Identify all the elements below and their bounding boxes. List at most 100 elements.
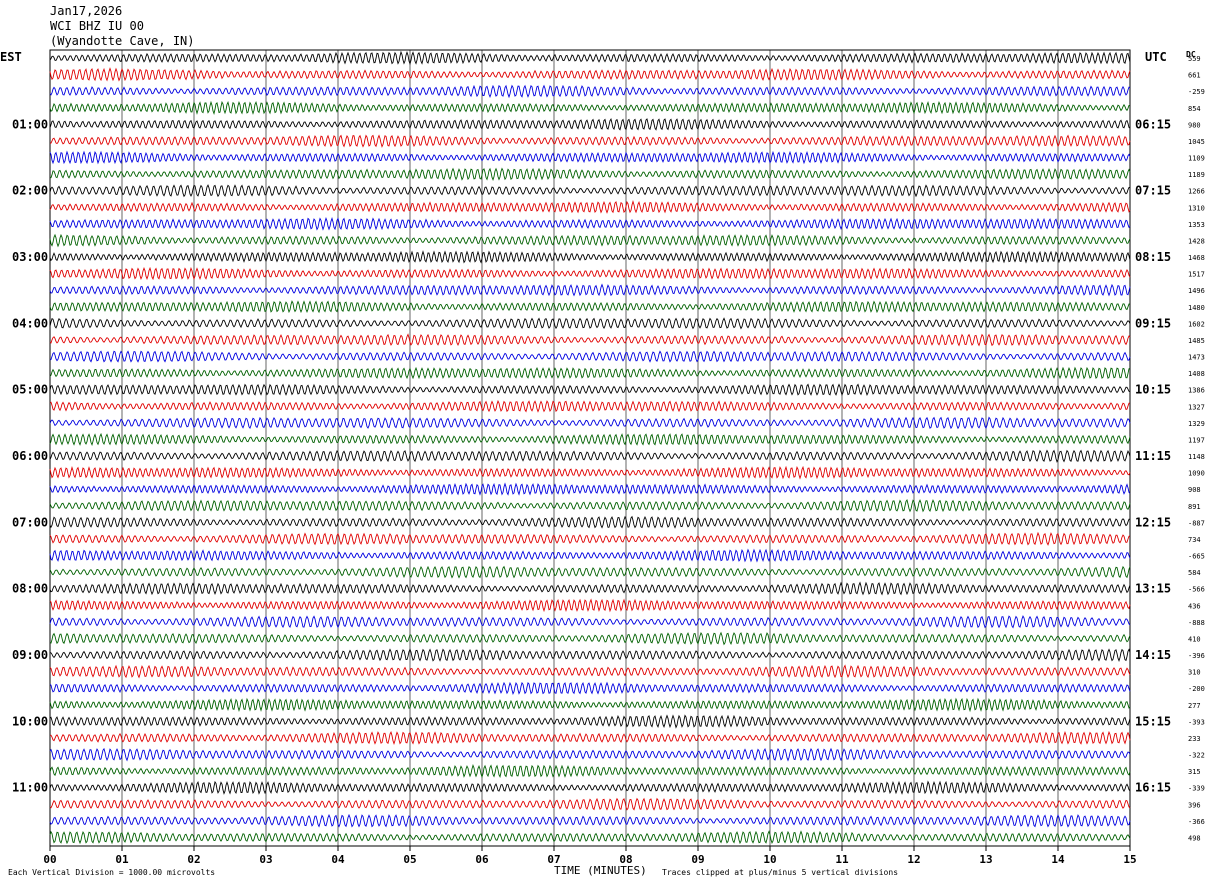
x-tick-label: 04 bbox=[331, 853, 345, 866]
dc-offset-value: 315 bbox=[1188, 768, 1201, 776]
left-time-label: 07:00 bbox=[12, 515, 48, 529]
header-date: Jan17,2026 bbox=[50, 4, 123, 18]
dc-offset-value: 1517 bbox=[1188, 271, 1205, 279]
dc-offset-value: 1090 bbox=[1188, 470, 1205, 478]
seismic-trace bbox=[49, 67, 1131, 82]
x-tick-label: 07 bbox=[547, 853, 560, 866]
x-tick-label: 03 bbox=[259, 853, 272, 866]
dc-offset-value: 1353 bbox=[1188, 221, 1205, 229]
x-tick-label: 12 bbox=[907, 853, 920, 866]
dc-offset-value: 1310 bbox=[1188, 204, 1205, 212]
dc-offset-header: DC bbox=[1186, 50, 1196, 59]
dc-offset-value: -393 bbox=[1188, 718, 1205, 726]
x-tick-label: 11 bbox=[835, 853, 849, 866]
right-timezone-label: UTC bbox=[1145, 50, 1167, 64]
dc-offset-value: 1189 bbox=[1188, 171, 1205, 179]
seismic-trace bbox=[49, 300, 1131, 314]
seismic-trace bbox=[49, 648, 1131, 663]
seismic-trace bbox=[49, 200, 1131, 214]
right-time-label: 08:15 bbox=[1135, 250, 1171, 264]
dc-offset-value: 233 bbox=[1188, 735, 1201, 743]
dc-offset-value: 1329 bbox=[1188, 420, 1205, 428]
seismic-trace bbox=[49, 117, 1131, 131]
x-tick-label: 08 bbox=[619, 853, 632, 866]
seismic-trace bbox=[49, 184, 1130, 198]
x-tick-label: 02 bbox=[187, 853, 200, 866]
right-time-label: 06:15 bbox=[1135, 117, 1171, 131]
seismic-trace bbox=[49, 548, 1131, 563]
dc-offset-value: -665 bbox=[1188, 553, 1205, 561]
plot-frame bbox=[49, 49, 1131, 847]
seismic-trace bbox=[49, 84, 1131, 99]
x-tick-label: 05 bbox=[403, 853, 416, 866]
dc-offset-value: 891 bbox=[1188, 503, 1201, 511]
seismic-trace bbox=[49, 383, 1131, 397]
left-time-label: 11:00 bbox=[12, 781, 48, 795]
dc-offset-value: 310 bbox=[1188, 669, 1201, 677]
seismic-trace bbox=[49, 664, 1131, 679]
x-tick-label: 10 bbox=[763, 853, 776, 866]
dc-offset-value: 980 bbox=[1188, 121, 1201, 129]
dc-offset-value: 1266 bbox=[1188, 188, 1205, 196]
dc-offset-value: -366 bbox=[1188, 818, 1205, 826]
left-time-label: 03:00 bbox=[12, 250, 48, 264]
x-tick-label: 14 bbox=[1051, 853, 1065, 866]
seismic-trace bbox=[49, 830, 1131, 845]
seismic-trace bbox=[49, 498, 1131, 513]
seismic-trace bbox=[49, 217, 1131, 231]
seismic-trace bbox=[49, 266, 1131, 281]
seismic-trace bbox=[49, 714, 1131, 729]
seismic-trace bbox=[49, 399, 1131, 413]
dc-offset-value: 1408 bbox=[1188, 370, 1205, 378]
dc-offset-value: 1496 bbox=[1188, 287, 1205, 295]
dc-offset-value: 1386 bbox=[1188, 387, 1205, 395]
seismic-trace bbox=[49, 449, 1131, 463]
dc-offset-value: 1148 bbox=[1188, 453, 1205, 461]
seismic-trace bbox=[49, 50, 1131, 66]
dc-offset-value: 1485 bbox=[1188, 337, 1205, 345]
seismic-trace bbox=[49, 531, 1131, 546]
seismic-trace bbox=[49, 747, 1131, 762]
seismic-trace bbox=[49, 482, 1131, 496]
seismic-trace bbox=[49, 515, 1130, 529]
right-time-label: 09:15 bbox=[1135, 316, 1171, 330]
seismic-trace bbox=[49, 780, 1131, 795]
right-time-label: 10:15 bbox=[1135, 383, 1171, 397]
x-tick-label: 06 bbox=[475, 853, 489, 866]
right-time-label: 15:15 bbox=[1135, 714, 1171, 728]
seismic-trace bbox=[49, 697, 1131, 713]
dc-offset-value: 410 bbox=[1188, 635, 1201, 643]
dc-offset-value: 1109 bbox=[1188, 155, 1205, 163]
dc-offset-value: 908 bbox=[1188, 486, 1201, 494]
seismic-trace bbox=[49, 631, 1131, 646]
dc-offset-value: 854 bbox=[1188, 105, 1201, 113]
left-time-label: 04:00 bbox=[12, 316, 48, 330]
dc-offset-value: -322 bbox=[1188, 752, 1205, 760]
seismic-trace bbox=[49, 134, 1131, 148]
dc-offset-value: -396 bbox=[1188, 652, 1205, 660]
dc-offset-value: 1473 bbox=[1188, 354, 1205, 362]
seismic-trace bbox=[49, 317, 1131, 330]
left-time-label: 10:00 bbox=[12, 714, 48, 728]
x-tick-label: 01 bbox=[115, 853, 129, 866]
dc-offset-value: -888 bbox=[1188, 619, 1205, 627]
right-time-label: 16:15 bbox=[1135, 781, 1171, 795]
x-axis-title: TIME (MINUTES) bbox=[554, 864, 647, 877]
left-time-label: 06:00 bbox=[12, 449, 48, 463]
header-channel: WCI BHZ IU 00 bbox=[50, 19, 144, 33]
x-tick-label: 09 bbox=[691, 853, 704, 866]
seismic-trace bbox=[49, 100, 1130, 116]
right-time-label: 13:15 bbox=[1135, 582, 1171, 596]
dc-offset-value: 559 bbox=[1188, 55, 1201, 63]
seismic-trace bbox=[49, 797, 1131, 811]
dc-offset-value: -200 bbox=[1188, 685, 1205, 693]
header-location: (Wyandotte Cave, IN) bbox=[50, 34, 195, 48]
seismic-trace bbox=[49, 283, 1131, 297]
dc-offset-value: 584 bbox=[1188, 569, 1201, 577]
seismic-trace bbox=[49, 615, 1131, 629]
left-time-label: 01:00 bbox=[12, 117, 48, 131]
dc-offset-value: 1428 bbox=[1188, 237, 1205, 245]
clip-note: Traces clipped at plus/minus 5 vertical … bbox=[662, 868, 899, 877]
right-time-label: 12:15 bbox=[1135, 515, 1171, 529]
dc-offset-value: 498 bbox=[1188, 834, 1201, 842]
